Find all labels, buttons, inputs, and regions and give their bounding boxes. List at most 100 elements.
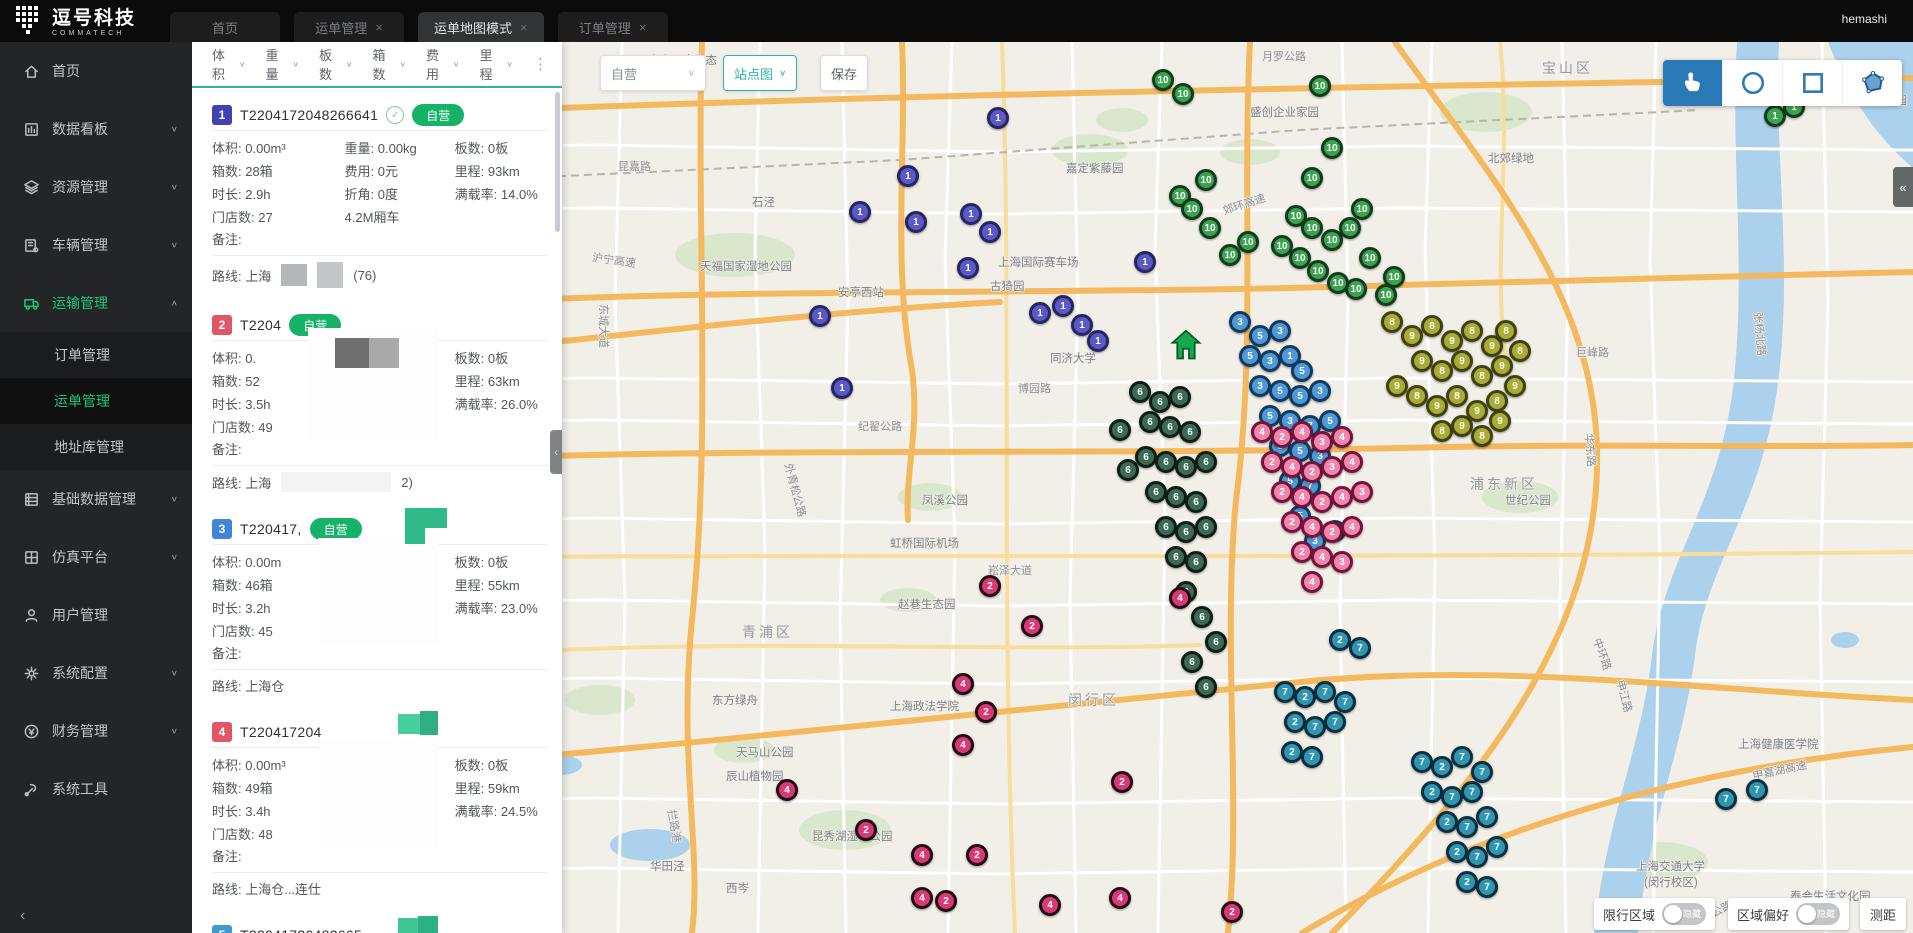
map-marker-purple[interactable]: 1: [831, 377, 853, 399]
map-marker-pink[interactable]: 3: [1331, 551, 1353, 573]
map-marker-pink[interactable]: 4: [1301, 571, 1323, 593]
map-marker-teal[interactable]: 2: [1421, 781, 1443, 803]
more-options-icon[interactable]: ⋮: [533, 56, 548, 73]
map-marker-green[interactable]: 10: [1195, 169, 1217, 191]
map-marker-blue[interactable]: 3: [1229, 311, 1251, 333]
map-marker-darkgreen[interactable]: 6: [1169, 386, 1191, 408]
map-marker-magenta[interactable]: 4: [1039, 894, 1061, 916]
map-marker-olive[interactable]: 9: [1466, 400, 1488, 422]
map-marker-teal[interactable]: 7: [1274, 681, 1296, 703]
map-marker-purple[interactable]: 1: [809, 305, 831, 327]
map-marker-darkgreen[interactable]: 6: [1185, 491, 1207, 513]
sidebar-item-运输管理[interactable]: 运输管理 ∧: [0, 274, 192, 332]
map-marker-pink[interactable]: 2: [1291, 541, 1313, 563]
sidebar-item-财务管理[interactable]: 财务管理 ∨: [0, 702, 192, 760]
map-marker-darkgreen[interactable]: 6: [1149, 391, 1171, 413]
map-marker-olive[interactable]: 8: [1461, 320, 1483, 342]
map-marker-pink[interactable]: 2: [1301, 461, 1323, 483]
map-marker-pink[interactable]: 4: [1341, 516, 1363, 538]
map-marker-darkgreen[interactable]: 6: [1195, 676, 1217, 698]
filter-体积[interactable]: 体积 ∨: [212, 45, 246, 83]
map-marker-pink[interactable]: 2: [1311, 491, 1333, 513]
map-marker-purple[interactable]: 1: [905, 211, 927, 233]
map-marker-pink[interactable]: 4: [1281, 456, 1303, 478]
map-marker-teal[interactable]: 7: [1471, 761, 1493, 783]
map-marker-purple[interactable]: 1: [1087, 330, 1109, 352]
view-type-select[interactable]: 站点图 ∨: [723, 55, 798, 91]
map-marker-green[interactable]: 10: [1327, 272, 1349, 294]
map-marker-olive[interactable]: 9: [1451, 415, 1473, 437]
map-marker-purple[interactable]: 1: [957, 257, 979, 279]
map-marker-darkgreen[interactable]: 6: [1165, 486, 1187, 508]
filter-费用[interactable]: 费用 ∨: [426, 45, 460, 83]
map-marker-teal[interactable]: 7: [1324, 711, 1346, 733]
sidebar-item-系统配置[interactable]: 系统配置 ∨: [0, 644, 192, 702]
map-marker-teal[interactable]: 2: [1446, 841, 1468, 863]
map-marker-pink[interactable]: 4: [1301, 516, 1323, 538]
sidebar-item-资源管理[interactable]: 资源管理 ∨: [0, 158, 192, 216]
map-marker-darkgreen[interactable]: 6: [1165, 546, 1187, 568]
map-marker-blue[interactable]: 3: [1269, 320, 1291, 342]
map-marker-pink[interactable]: 3: [1311, 431, 1333, 453]
map-marker-purple[interactable]: 1: [1134, 251, 1156, 273]
map-marker-pink[interactable]: 2: [1281, 511, 1303, 533]
map-marker-green[interactable]: 10: [1237, 231, 1259, 253]
map-marker-green[interactable]: 10: [1172, 83, 1194, 105]
map-marker-teal[interactable]: 7: [1314, 681, 1336, 703]
map-marker-green[interactable]: 10: [1321, 137, 1343, 159]
sidebar-item-数据看板[interactable]: 数据看板 ∨: [0, 100, 192, 158]
waybill-card[interactable]: 4 T220417204 体积: 0.00m³ 箱数: 49箱 时长: 3.4h 门店数:…: [200, 711, 554, 904]
map-marker-teal[interactable]: 2: [1281, 741, 1303, 763]
map-marker-green[interactable]: 10: [1181, 198, 1203, 220]
map-marker-magenta[interactable]: 4: [1109, 887, 1131, 909]
map-marker-olive[interactable]: 9: [1451, 350, 1473, 372]
map-marker-blue[interactable]: 5: [1239, 345, 1261, 367]
map-marker-blue[interactable]: 5: [1269, 380, 1291, 402]
map-marker-blue[interactable]: 3: [1309, 380, 1331, 402]
map-marker-pink[interactable]: 4: [1291, 421, 1313, 443]
map-marker-olive[interactable]: 8: [1431, 420, 1453, 442]
map-marker-darkgreen[interactable]: 6: [1159, 416, 1181, 438]
map-marker-teal[interactable]: 2: [1456, 871, 1478, 893]
map-marker-pink[interactable]: 4: [1341, 451, 1363, 473]
map-marker-teal[interactable]: 2: [1436, 811, 1458, 833]
map-marker-olive[interactable]: 9: [1401, 325, 1423, 347]
map-marker-magenta[interactable]: 4: [911, 844, 933, 866]
map-marker-purple[interactable]: 1: [987, 107, 1009, 129]
map-marker-green[interactable]: 10: [1301, 217, 1323, 239]
map-marker-green[interactable]: 10: [1321, 229, 1343, 251]
map-marker-blue[interactable]: 3: [1259, 350, 1281, 372]
carrier-select[interactable]: 自营 ∨: [600, 55, 706, 91]
map-marker-darkgreen[interactable]: 6: [1155, 451, 1177, 473]
map-marker-teal[interactable]: 7: [1451, 746, 1473, 768]
sidebar-item-系统工具[interactable]: 系统工具: [0, 760, 192, 818]
sidebar-subitem-地址库管理[interactable]: 地址库管理: [54, 439, 124, 455]
map-marker-magenta[interactable]: 2: [1021, 615, 1043, 637]
filter-箱数[interactable]: 箱数 ∨: [373, 45, 407, 83]
map-marker-magenta[interactable]: 2: [1111, 771, 1133, 793]
sidebar-collapse-icon[interactable]: ‹: [20, 907, 26, 924]
map-marker-olive[interactable]: 9: [1491, 355, 1513, 377]
map-marker-blue[interactable]: 5: [1289, 385, 1311, 407]
map-marker-magenta[interactable]: 2: [1221, 901, 1243, 923]
map-marker-darkgreen[interactable]: 6: [1135, 446, 1157, 468]
map-marker-darkgreen[interactable]: 6: [1195, 451, 1217, 473]
map-marker-pink[interactable]: 2: [1261, 451, 1283, 473]
map-marker-darkgreen[interactable]: 6: [1145, 481, 1167, 503]
map-marker-olive[interactable]: 9: [1411, 350, 1433, 372]
map-marker-teal[interactable]: 2: [1294, 686, 1316, 708]
map-marker-olive[interactable]: 9: [1481, 335, 1503, 357]
map-marker-blue[interactable]: 5: [1291, 360, 1313, 382]
map-marker-magenta[interactable]: 4: [952, 734, 974, 756]
map-marker-teal[interactable]: 7: [1301, 746, 1323, 768]
map-marker-teal[interactable]: 7: [1466, 846, 1488, 868]
map-marker-teal[interactable]: 7: [1349, 637, 1371, 659]
map-marker-magenta[interactable]: 4: [952, 673, 974, 695]
measure-distance-button[interactable]: 测距: [1860, 898, 1907, 930]
map-marker-teal[interactable]: 7: [1486, 836, 1508, 858]
sidebar-subitem-运单管理[interactable]: 运单管理: [0, 378, 192, 424]
map-marker-darkgreen[interactable]: 6: [1155, 516, 1177, 538]
map-marker-olive[interactable]: 9: [1489, 410, 1511, 432]
map-marker-green[interactable]: 10: [1309, 75, 1331, 97]
